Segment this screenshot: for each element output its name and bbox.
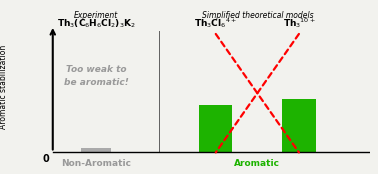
Bar <box>282 99 316 152</box>
Text: Experiment: Experiment <box>74 11 118 20</box>
Bar <box>81 148 111 152</box>
Text: Non-Aromatic: Non-Aromatic <box>61 159 131 168</box>
Text: Simplified theoretical models: Simplified theoretical models <box>201 11 313 20</box>
Text: Aromatic: Aromatic <box>234 159 280 168</box>
Text: 0: 0 <box>43 154 50 164</box>
Text: Th$_3$(C$_6$H$_6$Cl$_2$)$_3$K$_2$: Th$_3$(C$_6$H$_6$Cl$_2$)$_3$K$_2$ <box>57 18 135 30</box>
Bar <box>199 105 232 152</box>
Text: Th$_3$Cl$_6$$^{4+}$: Th$_3$Cl$_6$$^{4+}$ <box>194 16 237 30</box>
Text: Th$_3$$^{10+}$: Th$_3$$^{10+}$ <box>282 16 315 30</box>
Text: Aromatic stabilization: Aromatic stabilization <box>0 45 8 129</box>
Text: Too weak to
be aromatic!: Too weak to be aromatic! <box>64 65 129 87</box>
